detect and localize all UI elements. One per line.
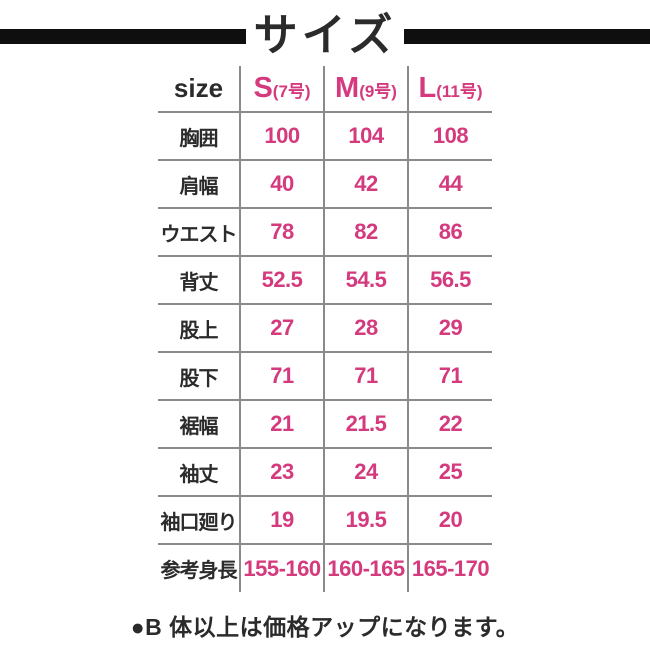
size-header-label: size (173, 73, 224, 104)
row-value: 25 (407, 448, 492, 497)
row-value: 27 (239, 304, 324, 353)
row-label: 参考身長 (160, 560, 238, 583)
table-row: ウエスト 78 82 86 (158, 208, 492, 257)
row-value: 29 (407, 304, 492, 353)
row-label: 股下 (179, 367, 219, 390)
row-value: 44 (407, 160, 492, 209)
table-row: 股上 27 28 29 (158, 304, 492, 353)
row-label: 袖丈 (179, 463, 219, 486)
row-value: 71 (239, 352, 324, 401)
table-row: 胸囲 100 104 108 (158, 112, 492, 161)
row-value: 104 (323, 112, 408, 161)
table-row: 袖丈 23 24 25 (158, 448, 492, 497)
row-value: 155-160 (239, 544, 324, 593)
price-note: ●B 体以上は価格アップになります。 (130, 614, 520, 641)
size-s-letter: S (253, 72, 273, 105)
row-value: 21 (239, 400, 324, 449)
row-value: 19 (239, 496, 324, 545)
row-value: 71 (407, 352, 492, 401)
size-l-detail: (11号) (436, 82, 483, 102)
row-label: 袖口廻り (160, 511, 238, 534)
row-label: 股上 (179, 319, 219, 342)
row-value: 82 (323, 208, 408, 257)
size-s-detail: (7号) (272, 82, 311, 102)
row-value: 24 (323, 448, 408, 497)
row-value: 54.5 (323, 256, 408, 305)
row-value: 56.5 (407, 256, 492, 305)
table-row: 肩幅 40 42 44 (158, 160, 492, 209)
title-band: サイズ (0, 11, 650, 60)
row-value: 21.5 (323, 400, 408, 449)
table-row: 裾幅 21 21.5 22 (158, 400, 492, 449)
row-value: 100 (239, 112, 324, 161)
row-value: 160-165 (323, 544, 408, 593)
size-header-m: M(9号) (323, 66, 408, 113)
table-row: 背丈 52.5 54.5 56.5 (158, 256, 492, 305)
row-value: 23 (239, 448, 324, 497)
row-value: 28 (323, 304, 408, 353)
row-label: 裾幅 (179, 415, 219, 438)
row-value: 19.5 (323, 496, 408, 545)
row-value: 71 (323, 352, 408, 401)
header-row: size S(7号) M(9号) L(11号) (158, 66, 492, 113)
row-value: 22 (407, 400, 492, 449)
table-row: 袖口廻り 19 19.5 20 (158, 496, 492, 545)
row-value: 108 (407, 112, 492, 161)
size-header-l: L(11号) (407, 66, 492, 113)
title-bar-right (404, 28, 650, 44)
row-value: 86 (407, 208, 492, 257)
row-label: 肩幅 (179, 175, 219, 198)
row-value: 42 (323, 160, 408, 209)
size-header-s: S(7号) (239, 66, 324, 113)
size-table: size S(7号) M(9号) L(11号) 胸囲 100 104 108 肩… (158, 66, 492, 593)
table-row: 股下 71 71 71 (158, 352, 492, 401)
title-bar-left (0, 28, 246, 44)
row-value: 20 (407, 496, 492, 545)
size-m-letter: M (335, 72, 360, 105)
row-value: 52.5 (239, 256, 324, 305)
size-m-detail: (9号) (359, 82, 397, 102)
table-row: 参考身長 155-160 160-165 165-170 (158, 544, 492, 593)
page-title: サイズ (253, 11, 397, 60)
row-value: 165-170 (407, 544, 492, 593)
size-chart-page: サイズ size S(7号) M(9号) L(11号) (0, 11, 650, 650)
row-value: 40 (239, 160, 324, 209)
row-label: 胸囲 (179, 127, 219, 150)
row-label: ウエスト (160, 223, 238, 246)
row-value: 78 (239, 208, 324, 257)
row-label: 背丈 (179, 271, 219, 294)
size-l-letter: L (418, 72, 437, 105)
